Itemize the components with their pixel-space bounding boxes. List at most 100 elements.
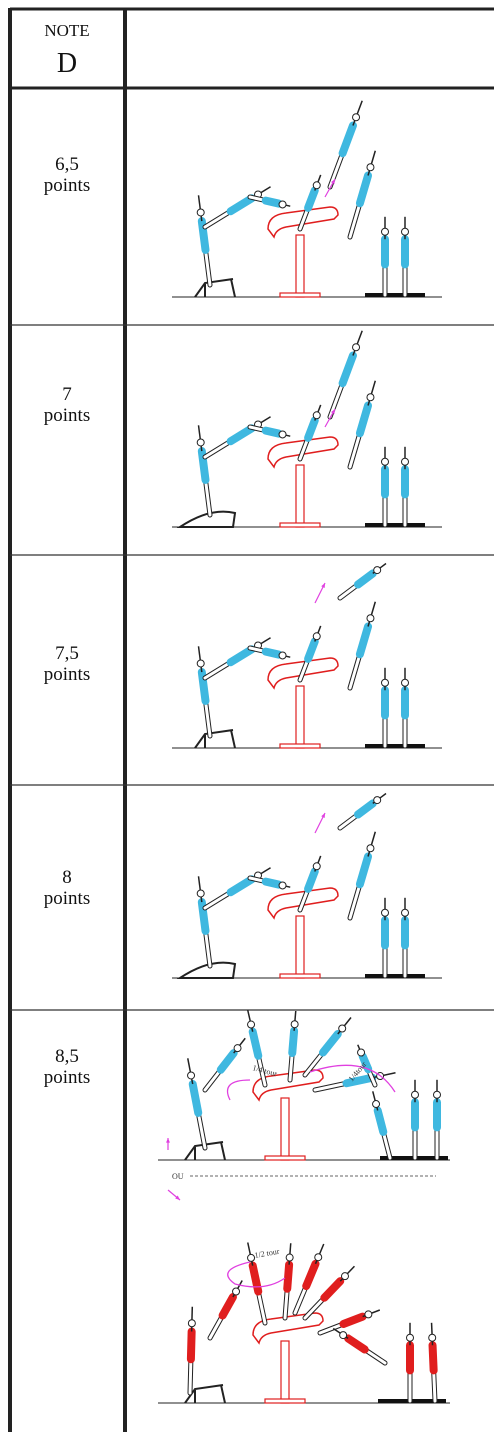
arm [197,425,203,452]
arm [352,330,363,356]
springboard [194,729,236,749]
leg [204,478,212,517]
torso [304,186,319,212]
arm [367,150,377,176]
head [290,1020,299,1029]
head [373,566,382,575]
vault-table [252,1069,324,1102]
torso [354,569,377,589]
springboard [184,1141,226,1161]
row-unit: points [44,664,90,685]
leg [303,1051,325,1077]
head [278,430,287,439]
head [401,457,409,466]
arm [352,100,363,126]
torso [320,1277,345,1302]
leg [283,1287,289,1320]
arm [197,195,203,222]
head [233,1044,242,1053]
torso [283,1260,294,1293]
torso [355,622,373,659]
head [278,651,287,660]
leg [203,209,233,229]
torso [355,171,373,208]
head [381,678,389,687]
leg [203,439,233,459]
torso [302,1259,320,1290]
torso [197,447,210,484]
head [366,163,375,172]
head [278,200,287,209]
leg [363,1348,387,1365]
row-unit: points [44,888,90,909]
leg [288,1051,294,1082]
head [312,632,321,641]
torso [354,799,377,819]
arm [190,1306,194,1332]
head [428,1333,437,1342]
torso [226,194,256,216]
torso [261,426,283,438]
vault-post [280,1097,290,1161]
leg [204,699,212,738]
leg [381,1130,392,1160]
header-grade: D [57,48,77,79]
leg [203,660,233,680]
turn-arrow [227,1261,286,1288]
arm [187,1058,194,1085]
arrow-head [166,1138,170,1143]
torso [197,217,210,254]
vault-base [279,973,321,979]
torso [261,647,283,659]
torso [216,1049,238,1074]
head [339,1331,348,1340]
head [187,1071,196,1080]
torso [226,424,256,446]
head [196,208,205,217]
torso [319,1030,342,1057]
torso [226,645,256,667]
head [247,1020,256,1029]
head [312,862,321,871]
header-note: NOTE [44,21,89,40]
row-score: 8 [62,867,72,888]
torso [338,121,357,158]
vault-post [295,685,305,749]
head [381,457,389,466]
head [433,1090,441,1099]
head [232,1287,241,1296]
leg [256,1054,267,1087]
head [312,181,321,190]
leg [256,1290,267,1325]
torso [428,1341,438,1375]
row-unit: points [44,1067,90,1088]
torso [248,1027,263,1060]
torso [344,1334,369,1354]
torso [261,196,283,208]
head [247,1253,256,1262]
turn-label: 1/2 tour [254,1247,281,1260]
row-unit: points [44,175,90,196]
vault-base [279,522,321,528]
torso [288,1026,299,1057]
springboard [184,1384,226,1404]
head [366,393,375,402]
or-label: OU [172,1172,184,1181]
head [314,1253,323,1262]
head [352,343,361,352]
torso [186,1327,196,1364]
vault-post [280,1340,290,1404]
row-unit: points [44,405,90,426]
springboard [176,961,237,979]
leg [432,1368,437,1403]
leg [203,1068,223,1092]
vault-post [295,464,305,528]
head [338,1024,347,1033]
torso [338,351,357,388]
leg [204,929,212,968]
head [381,908,389,917]
row-score: 6,5 [55,154,79,175]
springboard [194,278,236,298]
vault-base [264,1155,306,1161]
